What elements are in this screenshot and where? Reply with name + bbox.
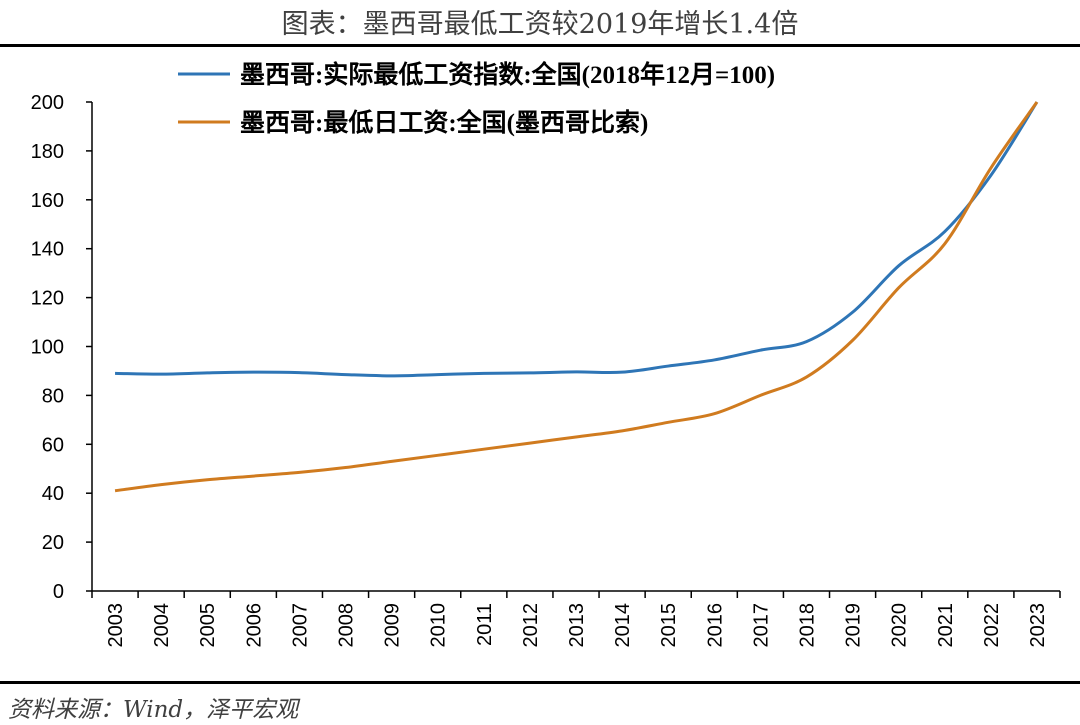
x-tick-label: 2016 xyxy=(704,603,726,648)
legend-label: 墨西哥:实际最低工资指数:全国(2018年12月=100) xyxy=(240,60,775,89)
chart-axes xyxy=(86,101,1061,598)
x-tick-label: 2010 xyxy=(428,603,450,648)
x-tick-label: 2014 xyxy=(612,603,634,648)
x-tick-label: 2022 xyxy=(981,603,1003,648)
series-line-1 xyxy=(115,101,1039,378)
x-tick-label: 2008 xyxy=(336,603,358,648)
page-title: 图表：墨西哥最低工资较2019年增长1.4倍 xyxy=(281,9,799,40)
x-tick-label: 2019 xyxy=(843,603,865,648)
x-tick-label: 2003 xyxy=(105,603,127,648)
y-tick-label: 40 xyxy=(42,483,64,505)
x-tick-label: 2013 xyxy=(566,603,588,648)
x-tick-label: 2020 xyxy=(889,603,911,648)
x-tick-label: 2017 xyxy=(750,603,772,648)
y-tick-label: 160 xyxy=(31,190,64,212)
y-tick-label: 140 xyxy=(31,239,64,261)
x-tick-label: 2005 xyxy=(197,603,219,648)
y-tick-labels: 0 20 40 60 80 100 120 140 160 180 200 xyxy=(31,92,64,603)
bottom-rule xyxy=(0,681,1080,684)
x-tick-label: 2011 xyxy=(474,603,496,646)
x-tick-label: 2004 xyxy=(151,603,173,648)
x-tick-label: 2007 xyxy=(289,603,311,648)
y-tick-label: 60 xyxy=(42,434,64,456)
x-tick-label: 2009 xyxy=(382,603,404,648)
legend-label: 墨西哥:最低日工资:全国(墨西哥比索) xyxy=(240,108,648,137)
x-tick-label: 2015 xyxy=(658,603,680,648)
y-tick-label: 200 xyxy=(31,92,64,114)
y-tick-label: 80 xyxy=(42,385,64,407)
y-tick-label: 20 xyxy=(42,532,64,554)
top-rule xyxy=(0,44,1080,47)
x-tick-label: 2012 xyxy=(520,603,542,648)
series-lines xyxy=(114,101,1039,493)
y-tick-label: 100 xyxy=(31,337,64,359)
series-line-2 xyxy=(114,101,1039,493)
y-tick-label: 180 xyxy=(31,141,64,163)
x-tick-label: 2021 xyxy=(935,603,957,648)
x-tick-label: 2023 xyxy=(1027,603,1049,648)
x-tick-label: 2018 xyxy=(796,603,818,648)
x-tick-labels: 2003 2004 2005 2006 2007 2008 2009 2010 2011 2012… xyxy=(105,603,1049,648)
x-tick-label: 2006 xyxy=(243,603,265,648)
legend: 墨西哥:实际最低工资指数:全国(2018年12月=100) 墨西哥:最低日工资:全… xyxy=(178,60,775,137)
y-tick-label: 0 xyxy=(53,581,64,603)
y-tick-label: 120 xyxy=(31,288,64,310)
source-note: 资料来源：Wind，泽平宏观 xyxy=(8,697,299,723)
line-chart: 0 20 40 60 80 100 120 140 160 180 200 2003 2004 2005… xyxy=(31,60,1061,648)
